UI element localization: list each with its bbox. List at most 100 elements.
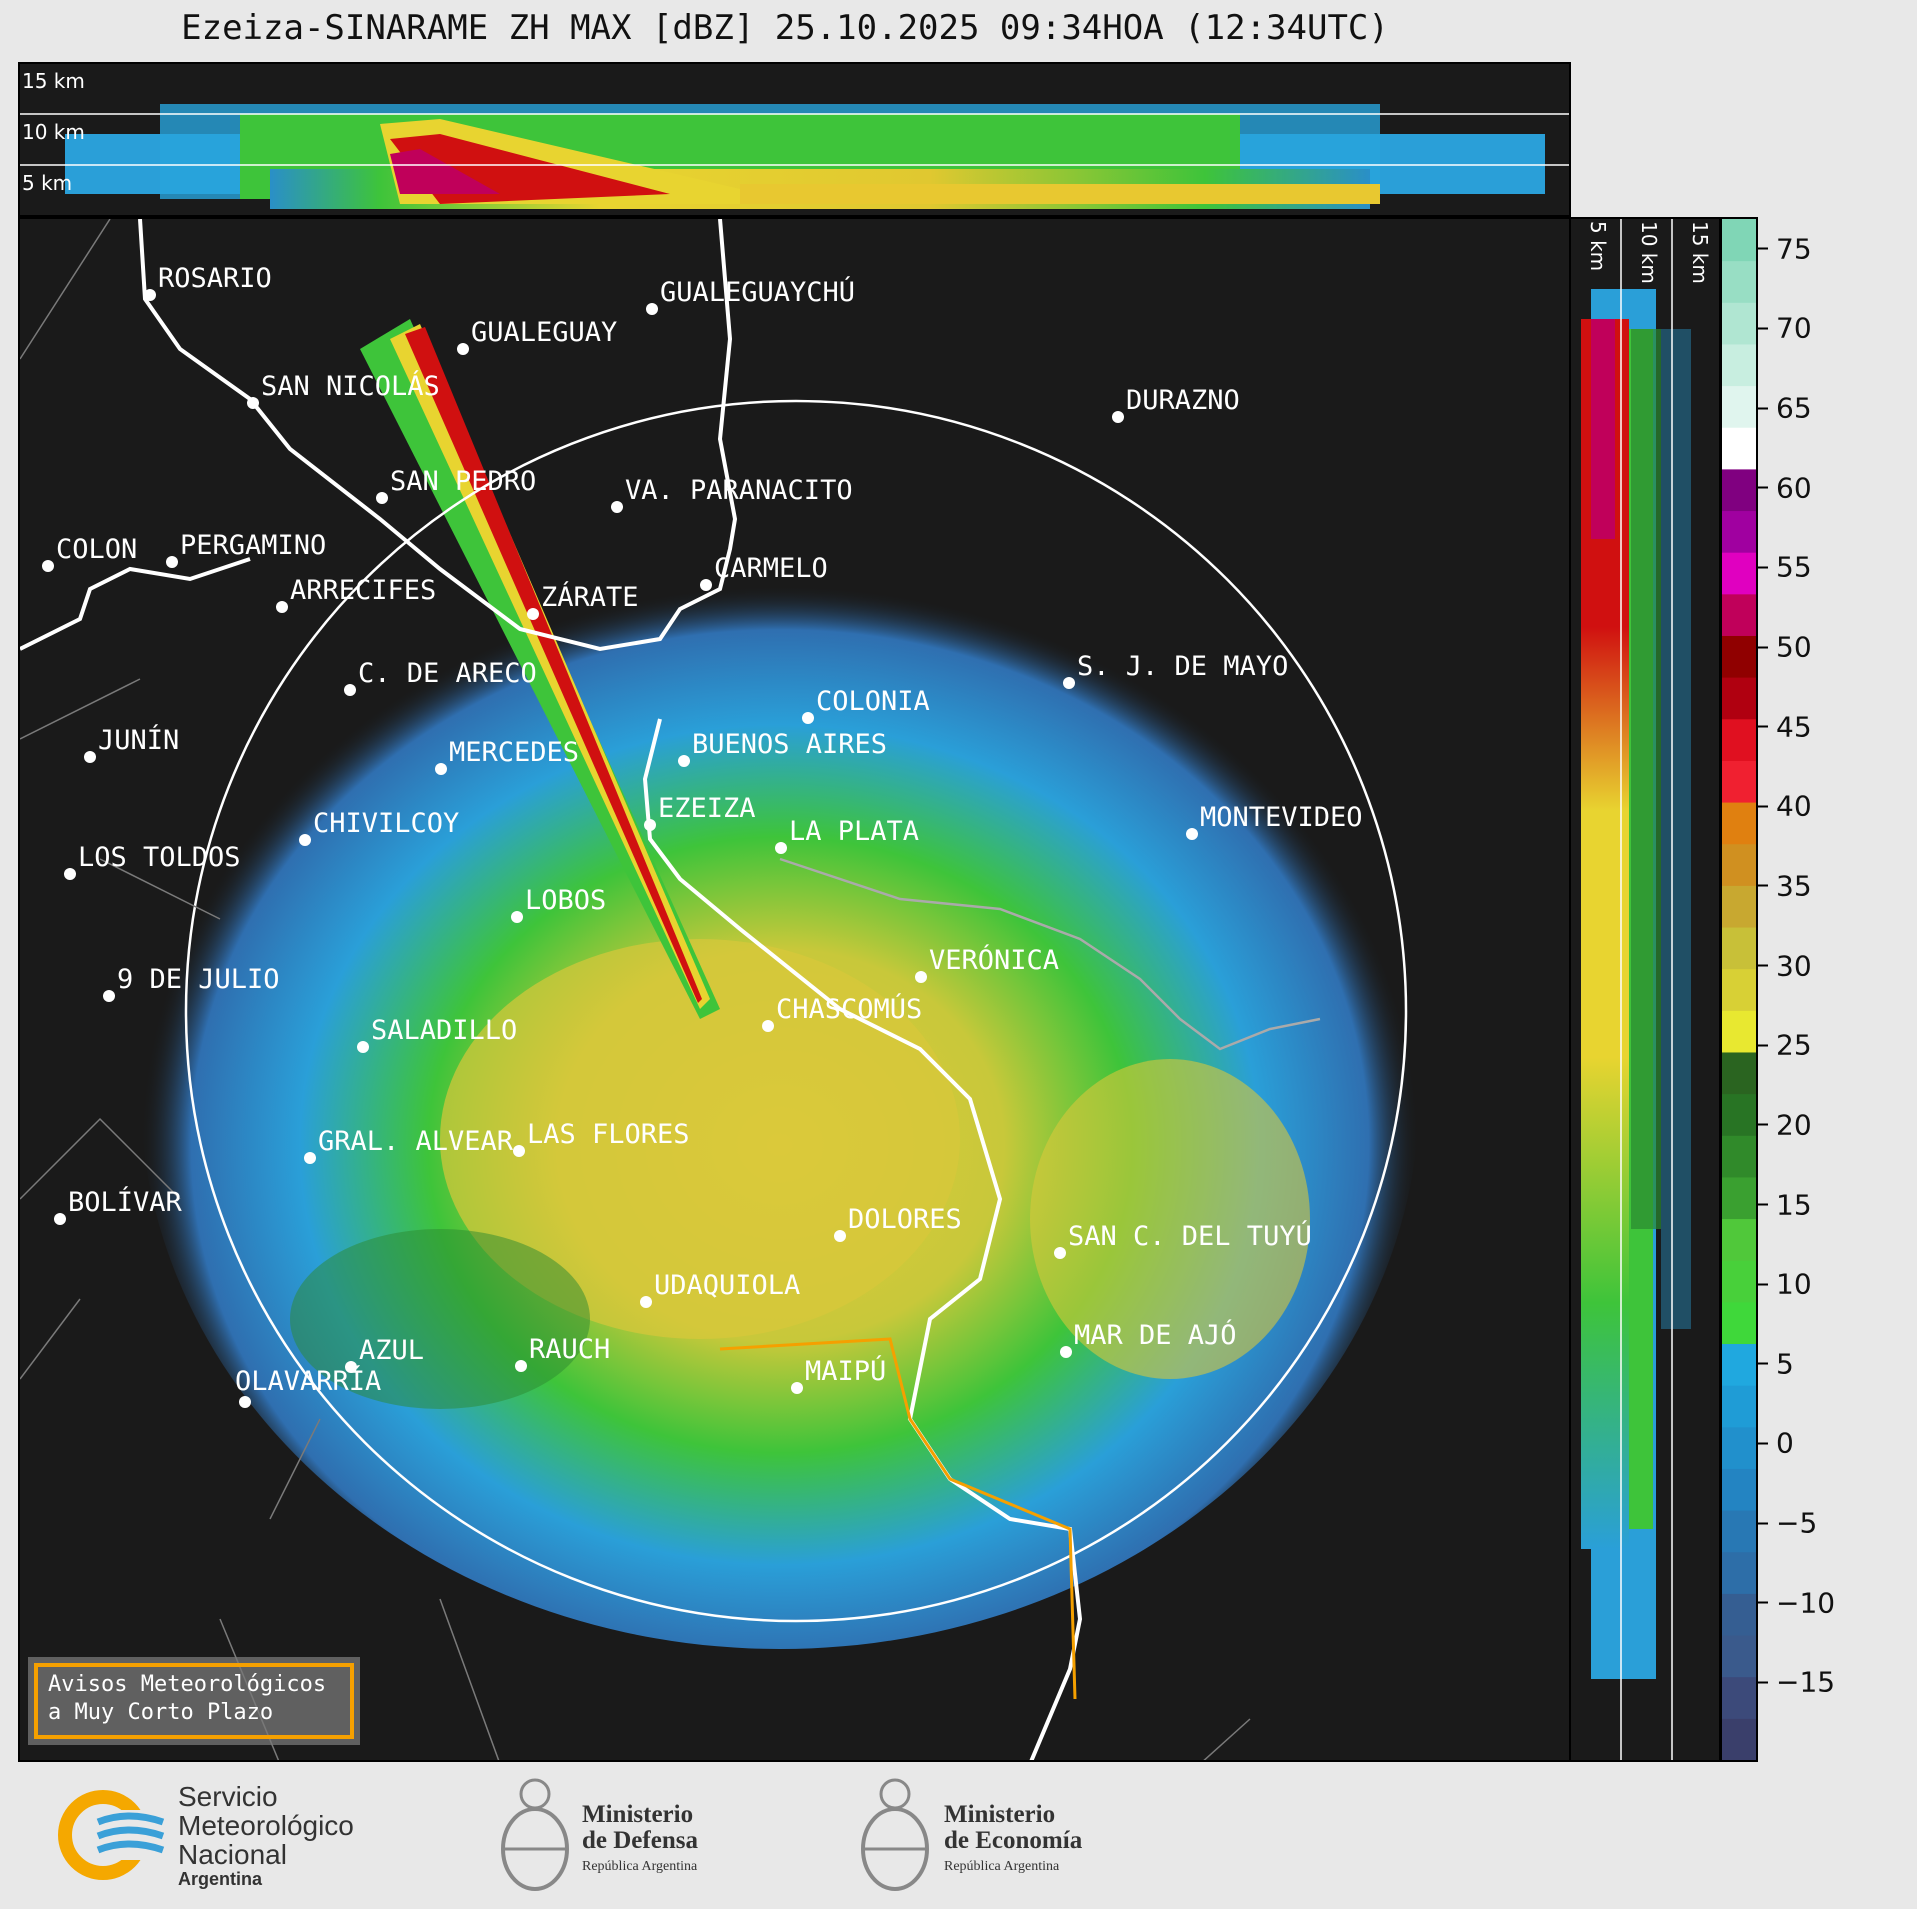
city-dot xyxy=(527,608,539,620)
city-dot xyxy=(103,990,115,1002)
defensa-seal-icon xyxy=(501,1778,569,1891)
city-label: COLONIA xyxy=(816,686,930,717)
colorbar-segment xyxy=(1722,885,1756,928)
legend-line-1: Avisos Meteorológicos xyxy=(48,1672,327,1697)
colorbar-segment xyxy=(1722,1676,1756,1719)
side-vertical-profile: 5 km 10 km 15 km xyxy=(1569,217,1721,1762)
city-markers: ROSARIO GUALEGUAYCHÚ GUALEGUAY SAN NICOLÁS D… xyxy=(42,263,1363,1408)
city-dot xyxy=(1060,1346,1072,1358)
city-dot xyxy=(678,755,690,767)
colorbar-segment xyxy=(1722,219,1756,262)
city-label: SALADILLO xyxy=(371,1015,517,1046)
colorbar-segment xyxy=(1722,1135,1756,1178)
colorbar-segment xyxy=(1722,843,1756,886)
city-label: RAUCH xyxy=(529,1334,610,1365)
colorbar-tick: 30 xyxy=(1758,949,1812,982)
city-dot xyxy=(640,1296,652,1308)
colorbar-segment xyxy=(1722,1260,1756,1303)
city-label: ROSARIO xyxy=(158,263,272,294)
city-dot xyxy=(646,303,658,315)
city-label: JUNÍN xyxy=(98,724,179,756)
colorbar-tick: 40 xyxy=(1758,790,1812,823)
colorbar-segment xyxy=(1722,1635,1756,1678)
defensa-line-1: Ministerio xyxy=(582,1801,694,1828)
colorbar-segment xyxy=(1722,468,1756,512)
city-dot xyxy=(791,1382,803,1394)
colorbar-tick: −5 xyxy=(1758,1507,1817,1540)
colorbar-tick: 35 xyxy=(1758,869,1812,902)
colorbar-segment xyxy=(1722,760,1756,803)
city-dot xyxy=(457,343,469,355)
city-dot xyxy=(276,601,288,613)
city-dot xyxy=(511,911,523,923)
city-label: 9 DE JULIO xyxy=(117,964,280,995)
city-label: BUENOS AIRES xyxy=(692,729,887,760)
city-dot xyxy=(435,763,447,775)
colorbar-segment xyxy=(1722,802,1756,845)
city-label: UDAQUIOLA xyxy=(654,1270,800,1301)
city-label: MAIPÚ xyxy=(805,1355,886,1387)
colorbar-tick: −15 xyxy=(1758,1666,1835,1699)
city-dot xyxy=(239,1396,251,1408)
colorbar-segment xyxy=(1722,635,1756,678)
colorbar-tick: 0 xyxy=(1758,1427,1794,1460)
legend-line-2: a Muy Corto Plazo xyxy=(48,1700,274,1725)
city-label: EZEIZA xyxy=(658,793,756,824)
colorbar-tick: 10 xyxy=(1758,1268,1812,1301)
colorbar-segment xyxy=(1722,1301,1756,1345)
city-label: SAN NICOLÁS xyxy=(261,370,440,402)
radar-map[interactable]: ROSARIO GUALEGUAYCHÚ GUALEGUAY SAN NICOLÁS D… xyxy=(18,217,1571,1762)
smn-line-3: Nacional xyxy=(178,1839,287,1870)
colorbar-segment xyxy=(1722,385,1756,428)
city-dot xyxy=(1063,677,1075,689)
colorbar-segment xyxy=(1722,968,1756,1011)
city-dot xyxy=(802,712,814,724)
smn-line-1: Servicio xyxy=(178,1781,278,1812)
colorbar-segment xyxy=(1722,1593,1756,1636)
city-label: LA PLATA xyxy=(789,816,919,847)
city-label: C. DE ARECO xyxy=(358,658,537,689)
defensa-line-3: República Argentina xyxy=(582,1859,698,1874)
economia-seal-icon xyxy=(861,1778,929,1891)
top-km-15: 15 km xyxy=(22,69,85,93)
colorbar-segment xyxy=(1722,260,1756,303)
city-dot xyxy=(376,492,388,504)
city-label: S. J. DE MAYO xyxy=(1077,651,1288,682)
city-dot xyxy=(357,1041,369,1053)
colorbar-segment xyxy=(1722,1051,1756,1095)
colorbar-segment xyxy=(1722,1093,1756,1136)
colorbar-tick: 65 xyxy=(1758,392,1812,425)
colorbar-segment xyxy=(1722,927,1756,970)
city-dot xyxy=(1186,828,1198,840)
city-dot xyxy=(611,501,623,513)
colorbar-tick: 75 xyxy=(1758,232,1812,265)
dbz-colorbar xyxy=(1720,217,1758,1762)
colorbar-segment xyxy=(1722,1385,1756,1428)
colorbar-tick: 70 xyxy=(1758,312,1812,345)
colorbar-segment xyxy=(1722,677,1756,720)
city-dot xyxy=(299,834,311,846)
city-dot xyxy=(515,1360,527,1372)
colorbar-segment xyxy=(1722,1343,1756,1386)
city-label: VERÓNICA xyxy=(929,944,1059,976)
city-label: COLON xyxy=(56,534,137,565)
colorbar-segment xyxy=(1722,1426,1756,1469)
colorbar-tick: 20 xyxy=(1758,1108,1812,1141)
colorbar-segment xyxy=(1722,593,1756,636)
city-label: CARMELO xyxy=(714,553,828,584)
city-dot xyxy=(42,560,54,572)
colorbar-segment xyxy=(1722,1010,1756,1053)
colorbar-tick: 5 xyxy=(1758,1347,1794,1380)
city-label: LOS TOLDOS xyxy=(78,842,241,873)
side-km-10: 10 km xyxy=(1637,221,1661,284)
city-label: LOBOS xyxy=(525,885,606,916)
city-dot xyxy=(166,556,178,568)
city-label: SAN C. DEL TUYÚ xyxy=(1068,1220,1312,1252)
colorbar-tick: 60 xyxy=(1758,471,1812,504)
footer: Servicio Meteorológico Nacional Argentin… xyxy=(0,1762,1917,1909)
top-km-10: 10 km xyxy=(22,120,85,144)
city-dot xyxy=(700,579,712,591)
city-label: DOLORES xyxy=(848,1204,962,1235)
smn-logo-icon xyxy=(58,1790,168,1880)
top-km-5: 5 km xyxy=(22,171,72,195)
